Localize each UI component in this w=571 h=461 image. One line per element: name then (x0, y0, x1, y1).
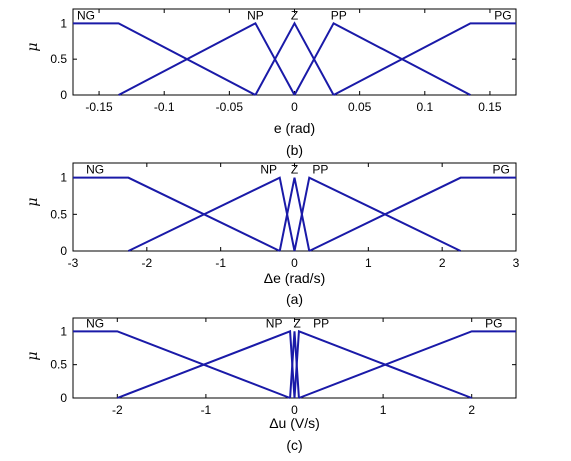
x-tick-label: 0.15 (478, 100, 502, 114)
x-tick-label: -0.1 (154, 100, 175, 114)
mf-line-ng (73, 330, 291, 399)
mf-line-np (127, 176, 296, 252)
x-tick-label: -1 (215, 256, 226, 270)
x-tick-label: 1 (380, 403, 387, 417)
y-axis-label: μ (25, 351, 41, 360)
panel-2: -3 -2 -1 0 1 2 3 0 0.5 1 NG NP Z PP PG μ Δe (rad/s) (a) (25, 162, 520, 307)
y-tick-label: 0.5 (50, 52, 67, 66)
x-tick-label: 0 (291, 256, 298, 270)
mf-label-pp: PP (331, 8, 347, 22)
mf-line-pp (293, 21, 471, 96)
panel-caption: (a) (286, 291, 303, 307)
mf-line-pp (293, 329, 473, 399)
x-tick-label: 0 (291, 100, 298, 114)
y-tick-label: 0 (60, 391, 67, 405)
x-tick-label: 0.1 (416, 100, 433, 114)
x-tick-label: -1 (201, 403, 212, 417)
panel-caption: (b) (286, 142, 303, 158)
x-axis-label: Δu (V/s) (269, 415, 320, 431)
mf-label-ng: NG (77, 8, 95, 22)
y-axis-label: μ (25, 42, 41, 51)
mf-line-z (254, 21, 335, 96)
mf-label-np: NP (260, 163, 277, 177)
x-tick-label: 2 (468, 403, 475, 417)
panel-caption: (c) (286, 437, 302, 453)
x-tick-label: -3 (68, 256, 79, 270)
mf-line-ng (73, 176, 281, 252)
y-tick-label: 0 (60, 244, 67, 258)
panel-1: -0.15 -0.1 -0.05 0 0.05 0.1 0.15 0 0.5 1 NG NP Z PP PG… (25, 8, 517, 158)
mf-line-np (118, 21, 296, 96)
x-tick-label: 2 (439, 256, 446, 270)
x-axis-label: Δe (rad/s) (264, 270, 325, 286)
y-tick-label: 1 (60, 324, 67, 338)
x-tick-label: -0.05 (216, 100, 244, 114)
x-tick-label: -2 (141, 256, 152, 270)
mf-label-z: Z (291, 163, 298, 177)
x-tick-label: 0 (291, 403, 298, 417)
y-tick-label: 0 (60, 88, 67, 102)
mf-label-pg: PG (494, 8, 511, 22)
x-tick-label: 1 (365, 256, 372, 270)
mf-line-pp (293, 176, 462, 252)
mf-label-pg: PG (485, 316, 502, 330)
mf-line-z (278, 177, 311, 252)
mf-line-pg (298, 330, 516, 399)
mf-line-np (116, 329, 296, 399)
panel-3: -2 -1 0 1 2 0 0.5 1 NG NP Z PP PG μ Δu (V/s) (c) (25, 316, 517, 453)
mf-label-z: Z (293, 316, 300, 330)
mf-line-ng (73, 22, 256, 96)
x-tick-label: -2 (112, 403, 123, 417)
mf-label-ng: NG (86, 316, 104, 330)
mf-label-z: Z (291, 8, 298, 22)
y-tick-label: 1 (60, 16, 67, 30)
mf-label-pp: PP (312, 163, 328, 177)
mf-line-z (289, 331, 300, 399)
mf-label-pg: PG (493, 163, 510, 177)
y-axis-label: μ (25, 197, 41, 206)
mf-line-pg (333, 22, 516, 96)
x-tick-label: -0.15 (85, 100, 113, 114)
mf-line-pg (308, 176, 516, 252)
x-tick-label: 3 (513, 256, 520, 270)
y-tick-label: 0.5 (50, 358, 67, 372)
mf-label-ng: NG (86, 163, 104, 177)
mf-label-pp: PP (313, 316, 329, 330)
x-axis-label: e (rad) (274, 120, 315, 136)
mf-label-np: NP (247, 8, 264, 22)
y-tick-label: 0.5 (50, 207, 67, 221)
mf-label-np: NP (266, 316, 283, 330)
x-tick-label: 0.05 (348, 100, 372, 114)
y-tick-label: 1 (60, 171, 67, 185)
